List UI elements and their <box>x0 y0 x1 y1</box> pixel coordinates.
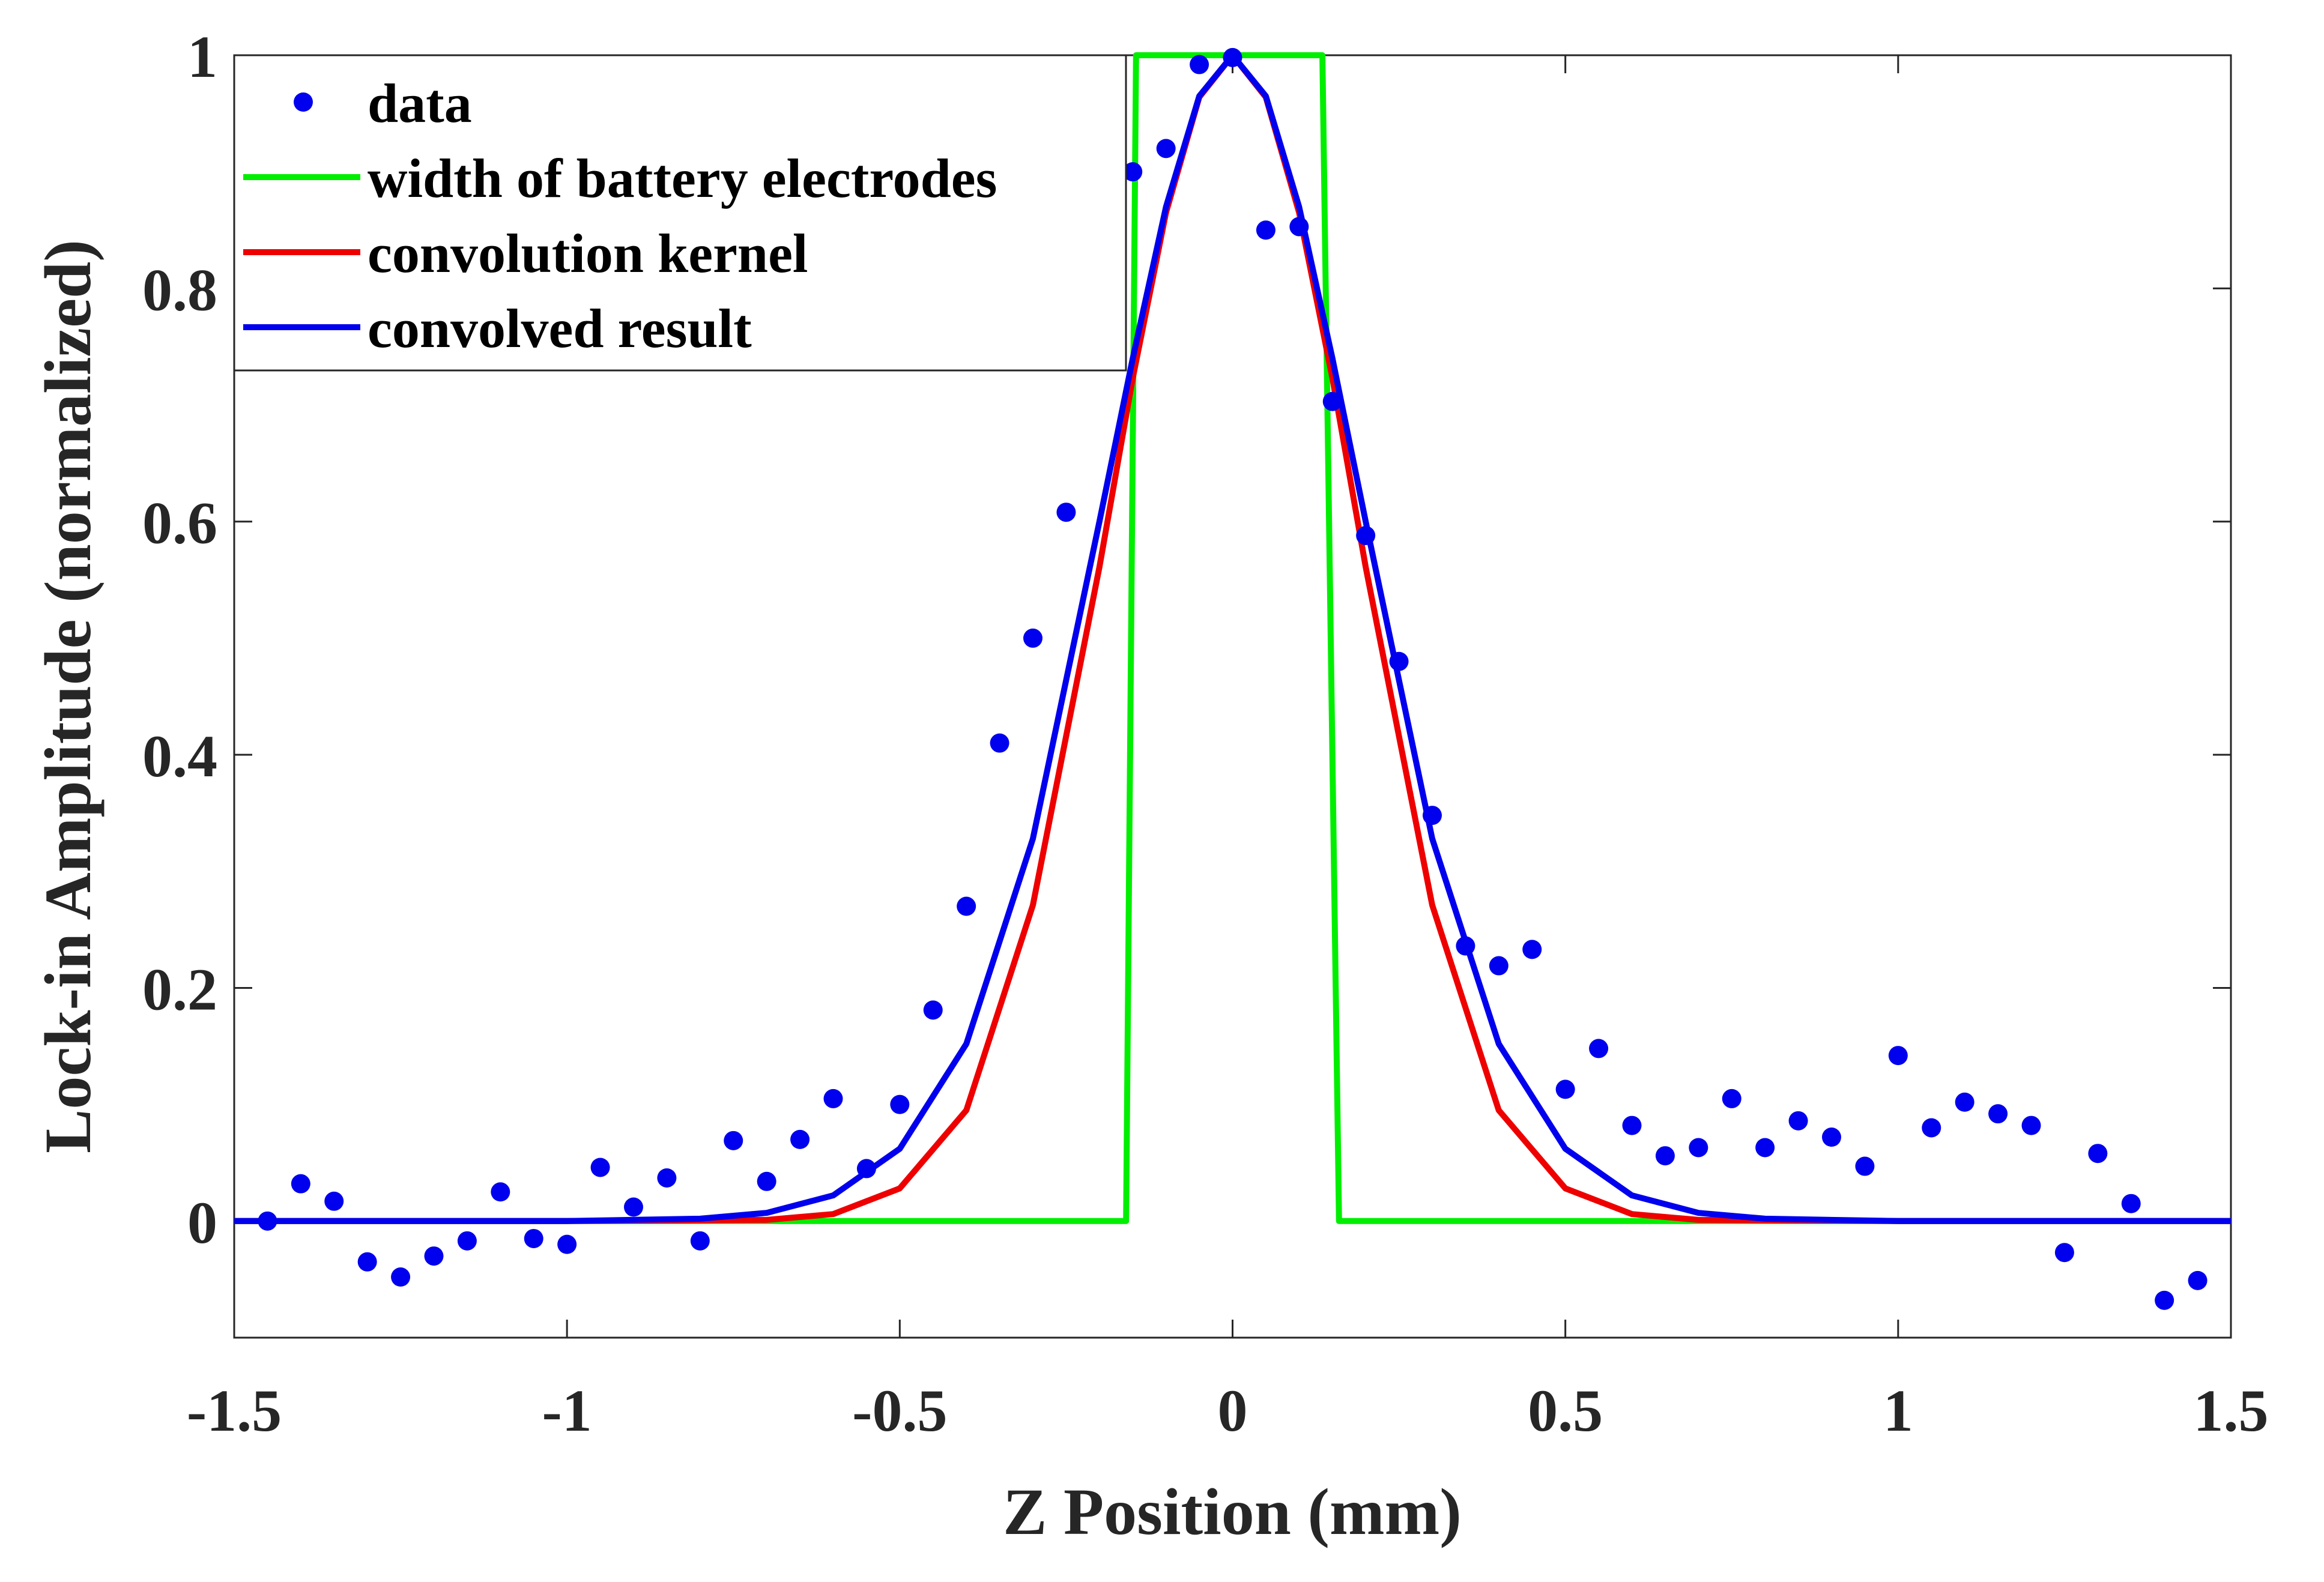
data-point <box>1456 936 1475 956</box>
tick-labels: -1.5 -1 -0.5 0 0.5 1 1.5 0 0.2 0.4 0.6 0.8 1 <box>142 23 2269 1444</box>
y-tick-label: 1 <box>187 23 217 90</box>
data-point <box>424 1246 444 1266</box>
legend-label-3: convolved result <box>368 298 752 359</box>
x-tick-label: -1 <box>542 1377 592 1444</box>
data-point <box>923 1000 943 1020</box>
legend-label-2: convolution kernel <box>368 223 808 284</box>
data-point <box>2121 1194 2141 1213</box>
data-point <box>1356 526 1376 546</box>
data-point <box>457 1231 477 1251</box>
data-point <box>1722 1088 1741 1108</box>
data-point <box>524 1228 543 1248</box>
legend-label-0: data <box>368 73 472 134</box>
data-point <box>1190 55 1209 74</box>
data-point <box>291 1174 310 1194</box>
data-point <box>1922 1118 1941 1138</box>
data-point <box>357 1252 377 1272</box>
data-point <box>1655 1146 1675 1166</box>
x-tick-label: 1.5 <box>2194 1377 2269 1444</box>
data-point <box>657 1168 677 1188</box>
data-point <box>1988 1104 2008 1124</box>
data-point <box>890 1094 910 1114</box>
data-point <box>990 733 1009 753</box>
y-axis-title: Lock-in Amplitude (normalized) <box>31 240 104 1153</box>
x-tick-label: 0 <box>1218 1377 1248 1444</box>
data-point <box>690 1231 710 1251</box>
data-point <box>1156 139 1176 159</box>
data-point <box>590 1158 610 1177</box>
data-point <box>557 1234 577 1254</box>
data-point <box>2155 1290 2174 1310</box>
data-point <box>2054 1243 2074 1263</box>
data-point <box>1855 1156 1875 1176</box>
x-tick-label: -0.5 <box>852 1377 947 1444</box>
data-point <box>1322 391 1342 411</box>
y-tick-label: 0 <box>187 1189 217 1256</box>
x-axis-title: Z Position (mm) <box>1003 1475 1462 1548</box>
data-point <box>1489 956 1508 976</box>
data-point <box>757 1171 776 1191</box>
data-point <box>2021 1116 2041 1135</box>
data-point <box>491 1182 510 1202</box>
legend-label-1: width of battery electrodes <box>368 148 997 209</box>
data-point <box>724 1131 743 1150</box>
data-point <box>1822 1128 1841 1147</box>
data-point <box>391 1267 411 1287</box>
y-tick-label: 0.2 <box>142 956 217 1022</box>
data-point <box>624 1197 643 1217</box>
x-tick-label: 0.5 <box>1528 1377 1603 1444</box>
data-point <box>856 1159 876 1179</box>
data-point <box>1023 628 1042 648</box>
data-point <box>1622 1116 1642 1135</box>
data-point <box>1888 1046 1908 1066</box>
data-point <box>1423 806 1442 826</box>
data-point <box>2188 1270 2207 1290</box>
y-tick-label: 0.8 <box>142 256 217 323</box>
data-point <box>1056 503 1076 522</box>
data-point <box>324 1191 344 1211</box>
data-point <box>258 1211 277 1231</box>
legend-marker-0 <box>294 92 313 112</box>
y-tick-label: 0.6 <box>142 490 217 557</box>
data-point <box>1788 1111 1808 1131</box>
data-point <box>2088 1144 2108 1164</box>
data-point <box>1123 162 1143 182</box>
data-point <box>1555 1079 1575 1099</box>
data-point <box>790 1129 810 1149</box>
x-tick-label: 1 <box>1883 1377 1913 1444</box>
data-point <box>1955 1092 1974 1112</box>
data-point <box>1589 1039 1609 1058</box>
data-point <box>957 896 976 916</box>
data-point <box>1389 651 1409 671</box>
data-point <box>1689 1138 1708 1158</box>
data-point <box>1522 940 1542 959</box>
series-layer <box>234 47 2231 1310</box>
data-point <box>1289 217 1309 237</box>
data-point <box>1755 1138 1775 1158</box>
data-point <box>823 1088 843 1108</box>
legend: data width of battery electrodes convoluti… <box>233 54 1127 372</box>
data-point <box>1223 47 1242 67</box>
x-tick-label: -1.5 <box>187 1377 282 1444</box>
legend-box <box>233 54 1127 372</box>
y-tick-label: 0.4 <box>142 723 217 789</box>
data-point <box>1256 220 1275 240</box>
